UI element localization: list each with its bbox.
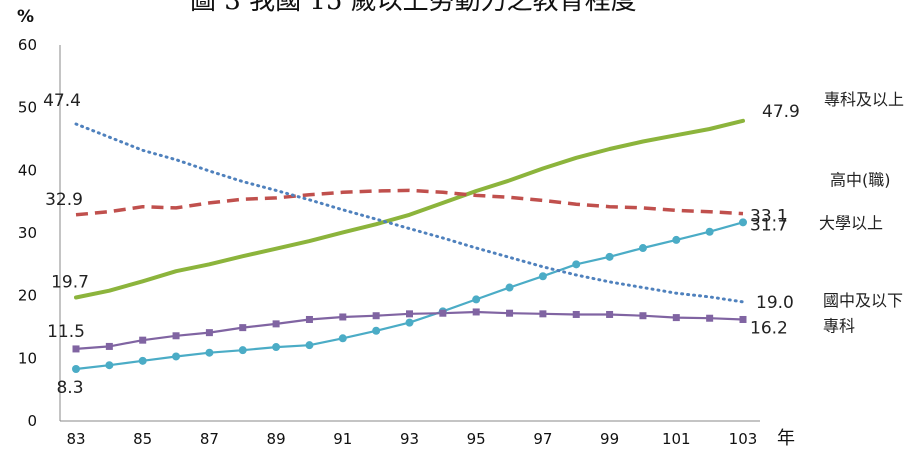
y-tick-label: 30 [18, 224, 37, 242]
data-point [472, 295, 481, 304]
x-tick-label: 103 [729, 430, 758, 448]
y-tick-label: 10 [18, 349, 37, 367]
x-axis-unit-label: 年 [777, 428, 795, 449]
data-point [638, 244, 647, 253]
data-point [472, 308, 480, 316]
y-tick-label: 0 [27, 412, 37, 430]
y-tick-labels: 0 10 20 30 40 50 60 [18, 36, 37, 430]
data-label-start: 32.9 [45, 190, 83, 210]
data-point [572, 260, 581, 269]
data-label-end: 33.1 [750, 207, 788, 227]
series-name-label: 專科及以上 [824, 90, 904, 109]
x-tick-label: 99 [600, 430, 619, 448]
data-point [272, 320, 280, 328]
data-point [305, 341, 314, 350]
data-point [538, 272, 547, 281]
data-point [372, 326, 381, 335]
data-label-start: 19.7 [51, 273, 89, 293]
data-label-start: 8.3 [56, 378, 83, 398]
data-point [639, 312, 647, 320]
series-name-label: 國中及以下 [823, 291, 903, 310]
data-point [706, 314, 714, 322]
data-point [305, 315, 313, 323]
data-point [205, 348, 214, 357]
data-point [105, 342, 113, 350]
data-label-end: 16.2 [750, 318, 788, 338]
data-point [139, 336, 147, 344]
data-point [272, 343, 281, 352]
chart-title: 圖 3 我國 15 歲以上勞動力之教育程度 [190, 0, 637, 16]
data-point [172, 352, 181, 361]
x-tick-label: 97 [533, 430, 552, 448]
data-point [72, 364, 80, 373]
data-point [672, 235, 681, 244]
x-tick-label: 95 [467, 430, 486, 448]
data-label-end: 19.0 [756, 293, 794, 313]
data-point [172, 332, 180, 340]
data-point [405, 318, 414, 327]
data-label-end: 31.7 [750, 215, 788, 235]
x-tick-label: 101 [662, 430, 691, 448]
data-point [672, 314, 680, 322]
data-point [339, 313, 347, 321]
data-point [506, 309, 514, 317]
y-tick-label: 60 [18, 36, 37, 54]
data-point [606, 310, 614, 318]
x-tick-labels: 83 85 87 89 91 93 95 97 99 101 103 [66, 430, 757, 448]
x-tick-label: 83 [66, 430, 85, 448]
series-line [74, 118, 745, 300]
series-name-label: 高中(職) [830, 171, 891, 190]
data-point [238, 346, 247, 355]
y-tick-label: 20 [18, 287, 37, 305]
x-tick-label: 91 [333, 430, 352, 448]
data-point [705, 227, 714, 236]
data-point [739, 315, 747, 323]
data-point [605, 252, 614, 261]
data-point [539, 310, 547, 318]
data-point [205, 329, 213, 337]
series-name-label: 大學以上 [819, 213, 883, 232]
series-markers [72, 218, 747, 373]
data-point [72, 345, 80, 353]
data-point [239, 324, 247, 332]
series-line [75, 188, 744, 217]
series-name-label: 專科 [823, 316, 855, 335]
data-point [338, 334, 347, 343]
chart-axes: % 年 [17, 7, 795, 449]
data-point [406, 310, 413, 318]
y-tick-label: 50 [18, 99, 37, 117]
y-axis-unit-label: % [17, 7, 34, 27]
y-tick-label: 40 [18, 161, 37, 179]
x-tick-label: 87 [200, 430, 219, 448]
data-point [739, 218, 747, 227]
data-point [105, 361, 114, 370]
x-tick-label: 85 [133, 430, 152, 448]
data-label-end: 47.9 [762, 102, 800, 122]
series-line [74, 122, 745, 304]
data-point [572, 310, 580, 318]
data-label-start: 47.4 [43, 91, 81, 111]
x-tick-label: 89 [267, 430, 286, 448]
data-label-start: 11.5 [47, 322, 85, 342]
data-point [505, 283, 514, 292]
x-tick-label: 93 [400, 430, 419, 448]
data-point [439, 309, 447, 317]
data-labels: 19.7 47.9 32.9 33.1 8.3 31.7 47.4 19.0 11.5 16.2 [43, 91, 800, 398]
data-point [372, 312, 380, 320]
data-point [138, 356, 147, 365]
